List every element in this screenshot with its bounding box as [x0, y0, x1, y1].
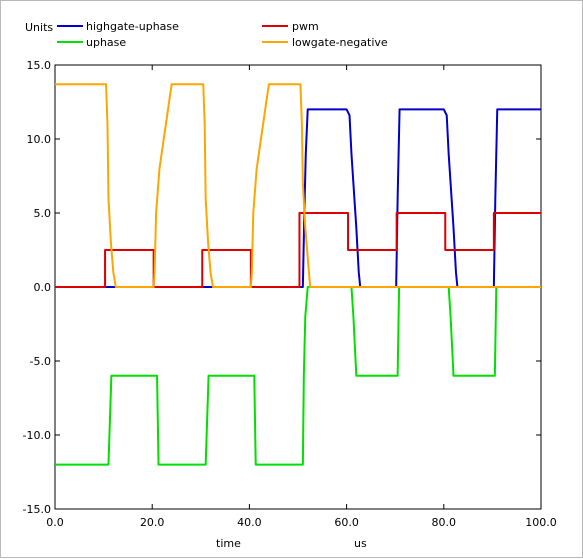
- legend-label-pwm: pwm: [292, 20, 319, 33]
- y-tick-label: 10.0: [27, 133, 52, 146]
- x-tick-label: 0.0: [46, 516, 64, 529]
- y-tick-label: -10.0: [23, 429, 51, 442]
- series-line-lowgate-negative: [55, 83, 541, 288]
- series-line-uphase: [55, 286, 541, 466]
- x-axis-label: time: [216, 537, 241, 550]
- axes: -15.0 -10.0 -5.0 0.0 5.0 10.0 15.0 0.0 20.0 40.0 6…: [23, 59, 557, 529]
- y-tick-label: -5.0: [30, 355, 51, 368]
- y-axis-label: Units: [25, 21, 53, 34]
- x-tick-label: 60.0: [334, 516, 359, 529]
- series-line-pwm: [55, 212, 541, 288]
- x-tick-label: 80.0: [432, 516, 457, 529]
- legend-label-lowgate-negative: lowgate-negative: [292, 36, 388, 49]
- x-tick-label: 20.0: [140, 516, 165, 529]
- x-tick-label: 40.0: [237, 516, 262, 529]
- legend-label-uphase: uphase: [86, 36, 126, 49]
- legend-label-highgate-uphase: highgate-uphase: [86, 20, 179, 33]
- y-tick-label: 5.0: [34, 207, 52, 220]
- series-line-highgate-uphase: [55, 108, 541, 288]
- x-axis-unit: us: [354, 537, 367, 550]
- y-tick-label: 15.0: [27, 59, 52, 72]
- x-tick-label: 100.0: [525, 516, 557, 529]
- series-layer: [55, 83, 541, 466]
- y-tick-label: -15.0: [23, 503, 51, 516]
- legend: Units highgate-uphase pwm uphase lowgate-ne…: [25, 20, 388, 49]
- y-tick-label: 0.0: [34, 281, 52, 294]
